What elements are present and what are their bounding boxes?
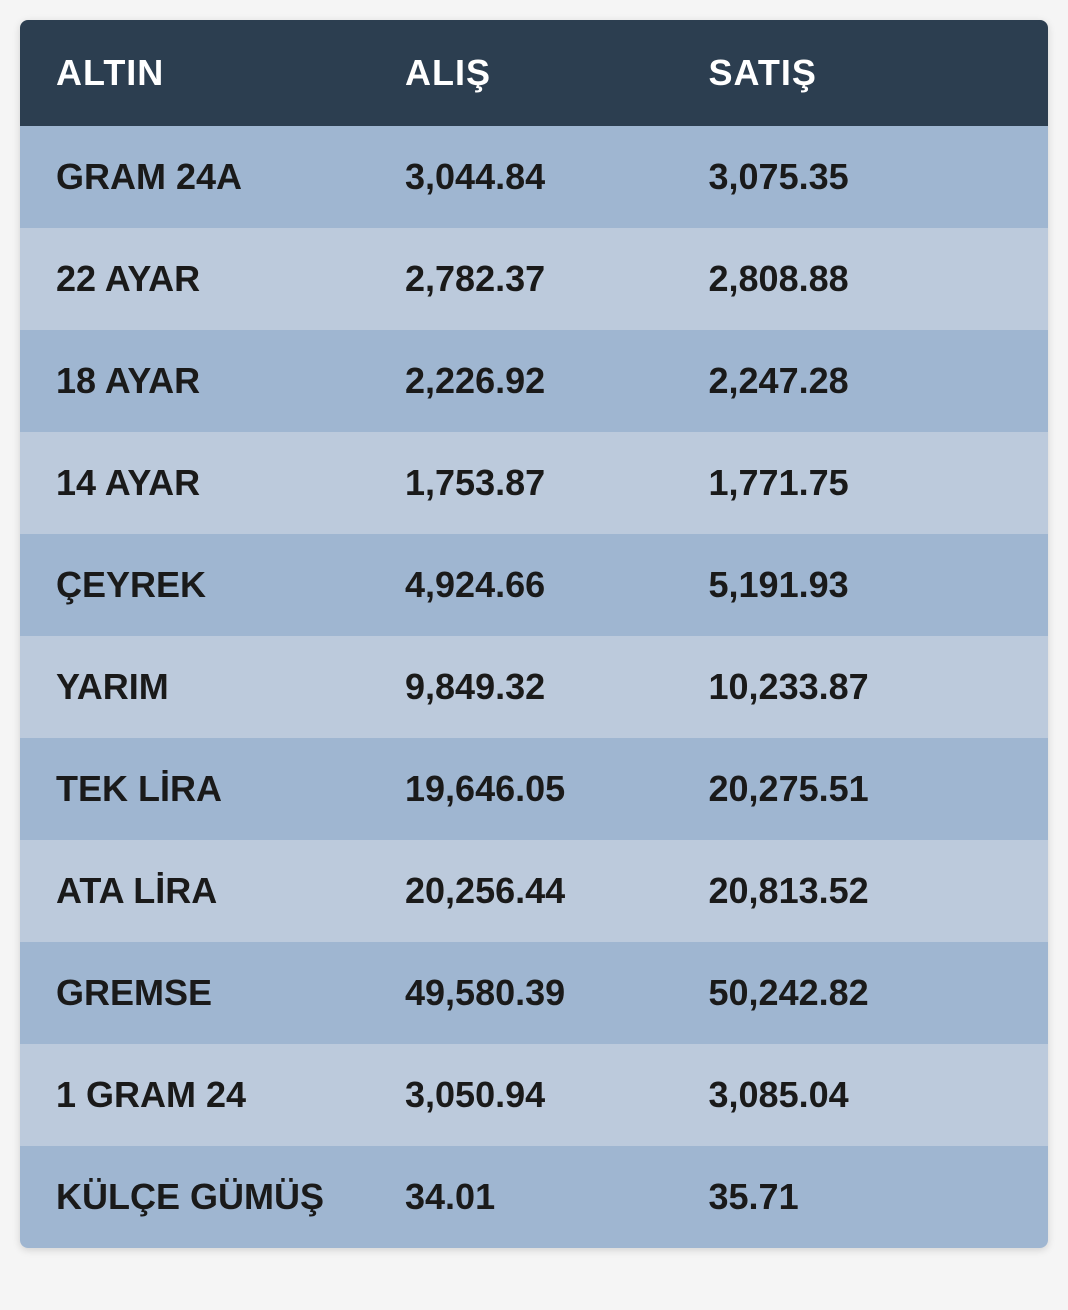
table-row: 1 GRAM 24 3,050.94 3,085.04 — [20, 1044, 1048, 1146]
row-buy: 2,226.92 — [405, 360, 708, 402]
row-sell: 1,771.75 — [709, 462, 1012, 504]
row-buy: 9,849.32 — [405, 666, 708, 708]
row-buy: 34.01 — [405, 1176, 708, 1218]
row-sell: 10,233.87 — [709, 666, 1012, 708]
header-name: ALTIN — [56, 52, 405, 94]
header-buy: ALIŞ — [405, 52, 708, 94]
row-sell: 3,085.04 — [709, 1074, 1012, 1116]
row-name: 18 AYAR — [56, 360, 405, 402]
table-row: GREMSE 49,580.39 50,242.82 — [20, 942, 1048, 1044]
row-buy: 2,782.37 — [405, 258, 708, 300]
table-row: 14 AYAR 1,753.87 1,771.75 — [20, 432, 1048, 534]
row-sell: 2,247.28 — [709, 360, 1012, 402]
table-row: ATA LİRA 20,256.44 20,813.52 — [20, 840, 1048, 942]
row-sell: 20,275.51 — [709, 768, 1012, 810]
table-row: 18 AYAR 2,226.92 2,247.28 — [20, 330, 1048, 432]
row-name: 22 AYAR — [56, 258, 405, 300]
row-name: ATA LİRA — [56, 870, 405, 912]
table-row: YARIM 9,849.32 10,233.87 — [20, 636, 1048, 738]
row-sell: 5,191.93 — [709, 564, 1012, 606]
table-row: ÇEYREK 4,924.66 5,191.93 — [20, 534, 1048, 636]
row-name: YARIM — [56, 666, 405, 708]
table-row: TEK LİRA 19,646.05 20,275.51 — [20, 738, 1048, 840]
row-name: 1 GRAM 24 — [56, 1074, 405, 1116]
row-sell: 3,075.35 — [709, 156, 1012, 198]
header-sell: SATIŞ — [709, 52, 1012, 94]
row-buy: 4,924.66 — [405, 564, 708, 606]
table-header-row: ALTIN ALIŞ SATIŞ — [20, 20, 1048, 126]
row-buy: 1,753.87 — [405, 462, 708, 504]
row-name: ÇEYREK — [56, 564, 405, 606]
row-buy: 49,580.39 — [405, 972, 708, 1014]
gold-price-table: ALTIN ALIŞ SATIŞ GRAM 24A 3,044.84 3,075… — [20, 20, 1048, 1248]
row-name: GREMSE — [56, 972, 405, 1014]
table-row: 22 AYAR 2,782.37 2,808.88 — [20, 228, 1048, 330]
table-row: KÜLÇE GÜMÜŞ 34.01 35.71 — [20, 1146, 1048, 1248]
row-sell: 35.71 — [709, 1176, 1012, 1218]
row-name: 14 AYAR — [56, 462, 405, 504]
row-sell: 50,242.82 — [709, 972, 1012, 1014]
row-buy: 19,646.05 — [405, 768, 708, 810]
row-buy: 3,050.94 — [405, 1074, 708, 1116]
row-name: TEK LİRA — [56, 768, 405, 810]
row-sell: 20,813.52 — [709, 870, 1012, 912]
row-name: GRAM 24A — [56, 156, 405, 198]
row-name: KÜLÇE GÜMÜŞ — [56, 1176, 405, 1218]
row-buy: 20,256.44 — [405, 870, 708, 912]
table-row: GRAM 24A 3,044.84 3,075.35 — [20, 126, 1048, 228]
row-buy: 3,044.84 — [405, 156, 708, 198]
row-sell: 2,808.88 — [709, 258, 1012, 300]
